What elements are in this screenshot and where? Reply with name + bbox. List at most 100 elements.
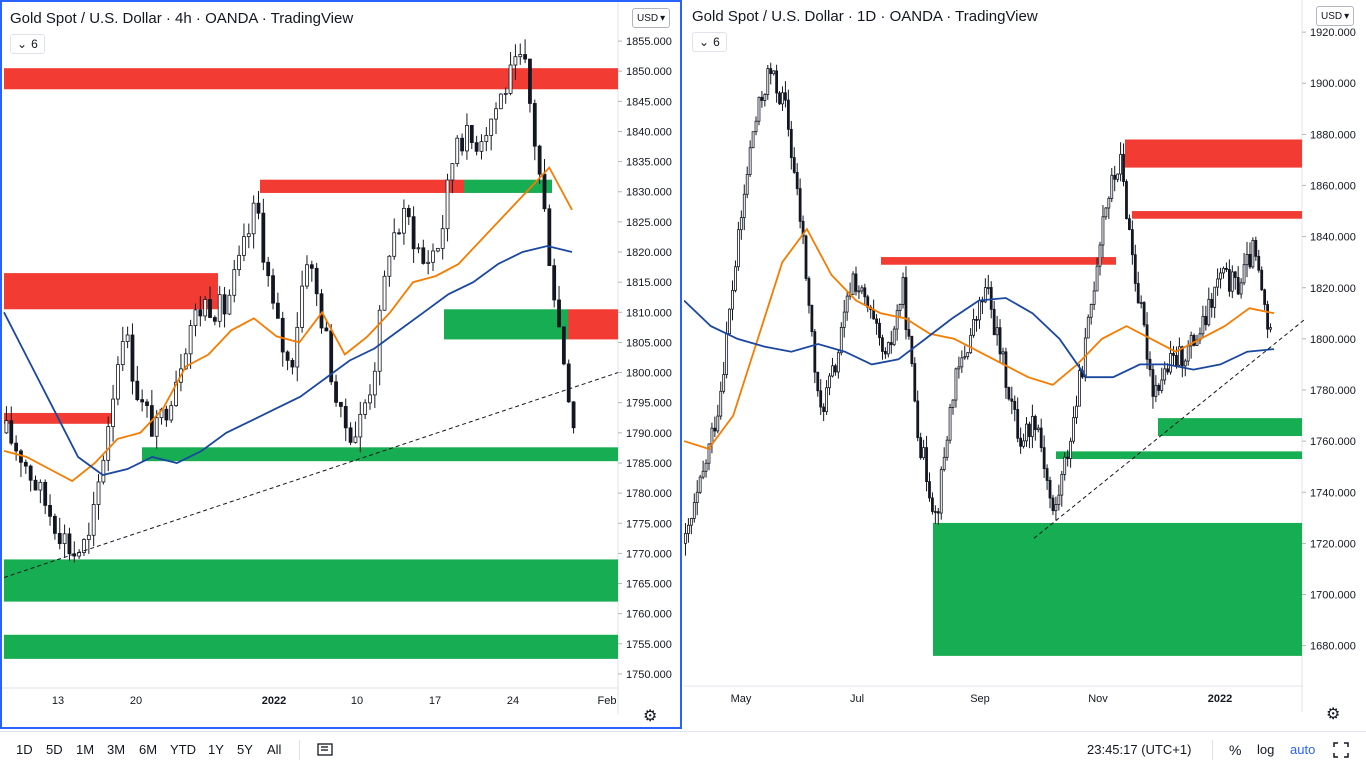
moving-average-line [684,227,1275,450]
x-tick-label: 20 [130,695,142,707]
range-1d-button[interactable]: 1D [16,742,33,757]
candle-body [792,157,796,173]
candlestick-chart-4h[interactable]: 1750.000 1755.000 1760.000 1765.000 1770.000… [2,2,680,727]
candle-body [931,497,934,512]
range-6m-button[interactable]: 6M [139,742,158,757]
candle-body [1075,405,1078,419]
range-ytd-button[interactable]: YTD [170,742,196,757]
range-3m-button[interactable]: 3M [107,742,126,757]
candle-body [719,390,723,417]
candle-body [1078,370,1081,407]
indicator-legend-toggle[interactable]: ⌄ 6 [692,32,727,52]
candle-body [1227,269,1231,292]
candle-body [261,212,266,263]
candle-body [1051,497,1055,512]
candle-body [494,108,498,120]
candle-body [135,380,140,401]
candle-body [1036,427,1040,431]
candle-body [819,390,823,408]
gear-icon[interactable]: ⚙ [1326,706,1341,723]
candle-body [778,92,781,105]
compare-icon[interactable] [317,742,335,758]
candle-body [1001,351,1005,355]
candle-body [1233,271,1237,278]
chevron-down-icon: ⌄ [17,37,28,51]
candle-body [474,142,479,152]
candle-body [86,534,91,540]
candle-body [1098,244,1102,267]
y-tick-label: 1780.000 [626,488,672,500]
chart-title: Gold Spot / U.S. Dollar · 4h · OANDA · T… [10,10,354,27]
y-tick-label: 1825.000 [626,217,672,229]
candle-body [798,188,802,222]
candle-body [305,264,309,287]
y-tick-label: 1830.000 [626,187,672,199]
candle-body [957,366,961,370]
candle-body [722,374,726,392]
fullscreen-icon[interactable] [1332,741,1350,759]
candle-body [203,299,208,317]
candle-body [801,220,805,237]
candle-body [498,93,503,110]
gear-icon[interactable]: ⚙ [643,708,658,725]
candle-body [246,233,251,237]
candle-body [130,334,135,382]
candle-body [745,174,749,195]
moving-average-line [3,166,573,483]
candle-body [878,322,881,339]
candle-body [810,304,814,333]
candle-body [353,436,358,443]
candle-body [169,405,174,421]
candle-body [1222,267,1225,274]
range-5y-button[interactable]: 5Y [237,742,253,757]
candle-body [1210,298,1214,308]
candle-body [828,375,831,389]
candle-body [901,277,905,305]
range-1m-button[interactable]: 1M [76,742,95,757]
candle-body [751,131,755,149]
currency-selector[interactable]: USD ▾ [632,8,671,28]
candle-body [387,255,392,277]
range-all-button[interactable]: All [267,742,282,757]
candle-body [1069,440,1073,459]
candle-body [484,135,489,143]
candle-body [1192,334,1196,346]
candle-body [1180,346,1184,367]
candle-body [1122,154,1125,182]
x-tick-label: 24 [507,695,519,707]
candle-body [1263,289,1267,305]
range-1y-button[interactable]: 1Y [208,742,224,757]
currency-selector[interactable]: USD ▾ [1316,6,1355,26]
auto-scale-toggle[interactable]: auto [1290,742,1316,757]
candle-body [754,120,758,133]
candle-body [183,353,188,370]
candle-body [426,261,431,264]
chevron-down-icon: ▾ [660,12,666,24]
candle-body [300,285,305,328]
candle-body [1104,207,1108,218]
candle-body [1239,282,1243,295]
y-tick-label: 1840.000 [626,126,672,138]
percent-scale-toggle[interactable]: % [1229,742,1242,758]
demand-zone [1158,418,1302,437]
clock-readout[interactable]: 23:45:17 (UTC+1) [1087,742,1192,757]
candle-body [1151,369,1155,397]
range-5d-button[interactable]: 5D [46,742,63,757]
candle-body [904,277,908,330]
candle-body [358,413,363,438]
x-tick-label: 10 [351,695,363,707]
y-tick-label: 1700.000 [1310,590,1356,602]
candle-body [692,502,696,519]
log-scale-toggle[interactable]: log [1257,742,1275,757]
candle-body [67,533,72,555]
candle-body [120,341,125,366]
chart-pane-left[interactable]: 1750.000 1755.000 1760.000 1765.000 1770.000… [0,0,682,729]
supply-zone [1125,139,1302,168]
candlestick-chart-1d[interactable]: 1680.000 1700.000 1720.000 1740.000 1760.000… [684,0,1366,729]
chart-pane-right[interactable]: 1680.000 1700.000 1720.000 1740.000 1760.000… [684,0,1366,729]
indicator-legend-toggle[interactable]: ⌄ 6 [10,34,45,54]
candle-body [1163,368,1167,381]
candle-body [266,261,271,277]
x-tick-label: 17 [429,695,441,707]
candle-body [450,163,455,181]
